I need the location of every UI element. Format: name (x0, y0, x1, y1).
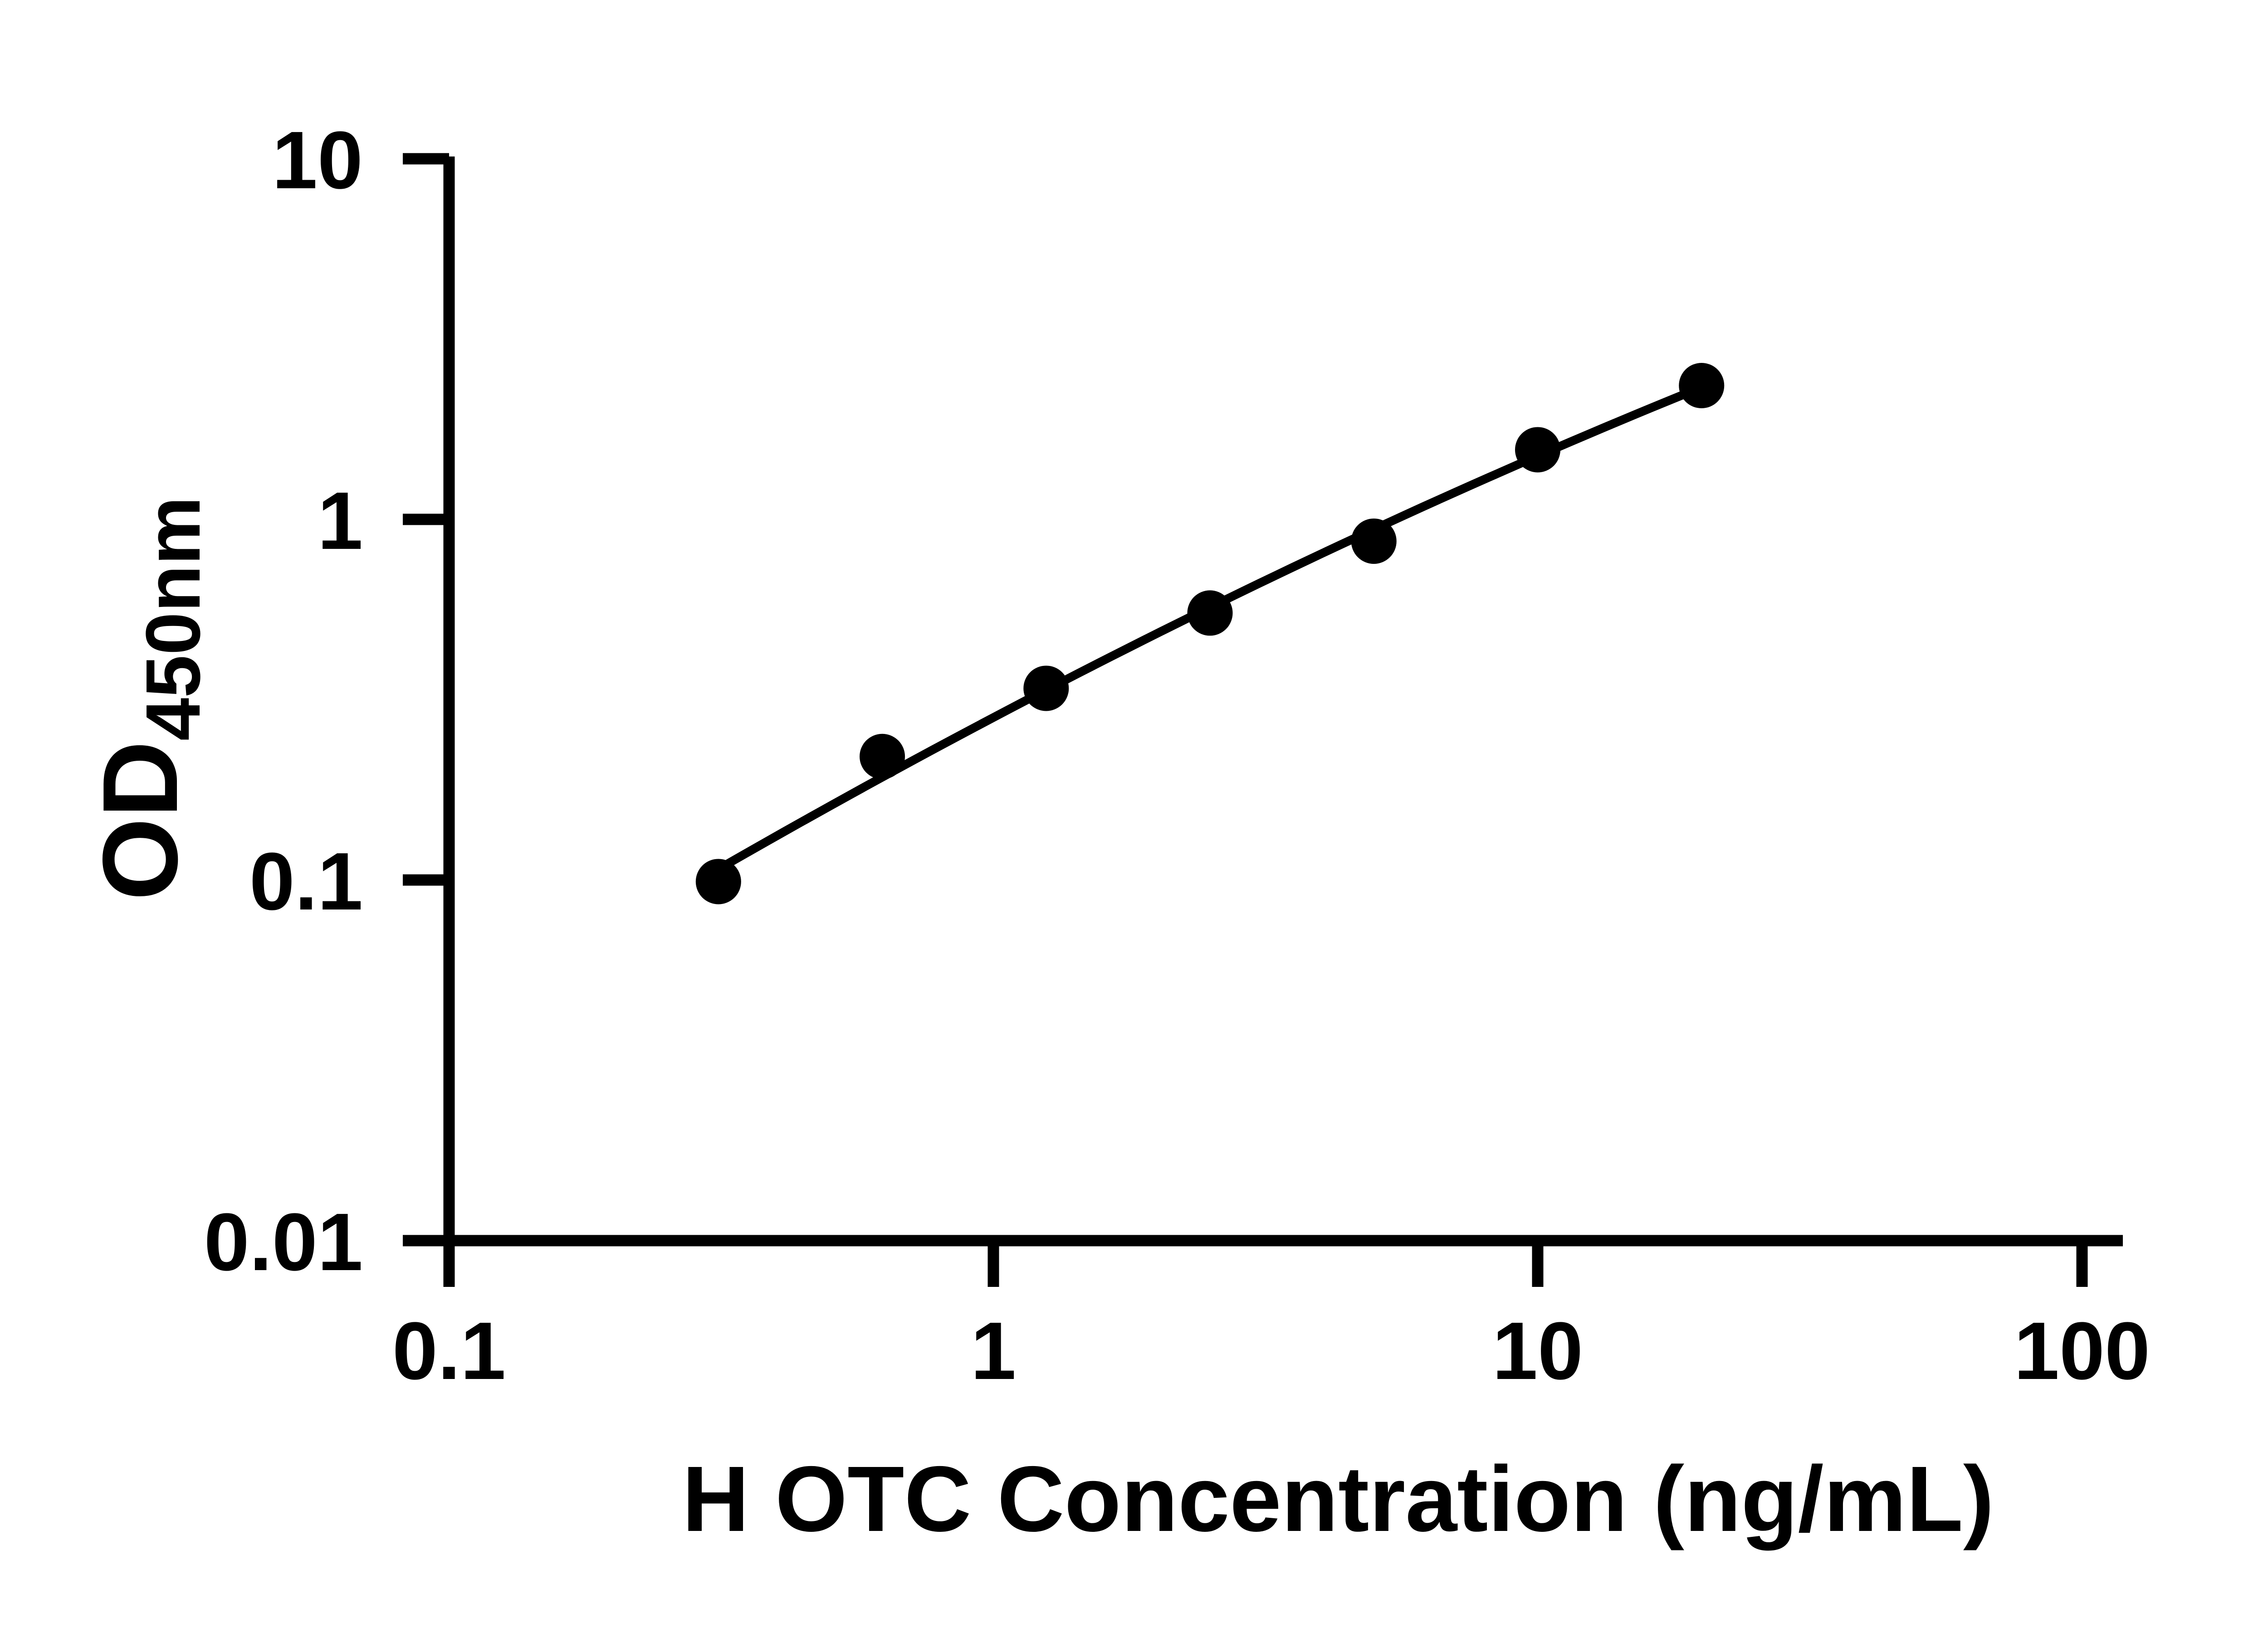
data-point (1679, 363, 1725, 409)
y-axis-title-sub: 450nm (130, 496, 216, 741)
x-tick-label: 1 (971, 1305, 1016, 1397)
y-tick-label: 10 (272, 115, 363, 206)
x-axis: 0.1 1 10 100 (392, 1235, 2150, 1397)
data-point (1351, 518, 1397, 564)
y-axis-title: OD450nm (80, 496, 216, 900)
y-axis: 0.01 0.1 1 10 (204, 115, 455, 1288)
y-tick-label: 0.01 (204, 1197, 363, 1288)
x-axis-title: H OTC Concentration (ng/mL) (682, 1447, 1994, 1551)
x-tick-label: 10 (1492, 1305, 1583, 1397)
data-point (1515, 427, 1560, 473)
y-ticks: 0.01 0.1 1 10 (204, 115, 449, 1288)
x-ticks: 0.1 1 10 100 (392, 1241, 2150, 1397)
x-tick-label: 100 (2014, 1305, 2150, 1397)
y-tick-label: 0.1 (249, 836, 363, 927)
data-point (1187, 590, 1233, 636)
y-axis-title-main: OD (80, 741, 200, 901)
data-point (860, 733, 905, 779)
x-tick-label: 0.1 (392, 1305, 506, 1397)
data-point (1023, 665, 1069, 711)
y-tick-label: 1 (318, 475, 363, 567)
data-point (695, 859, 741, 905)
data-points (695, 363, 1725, 905)
